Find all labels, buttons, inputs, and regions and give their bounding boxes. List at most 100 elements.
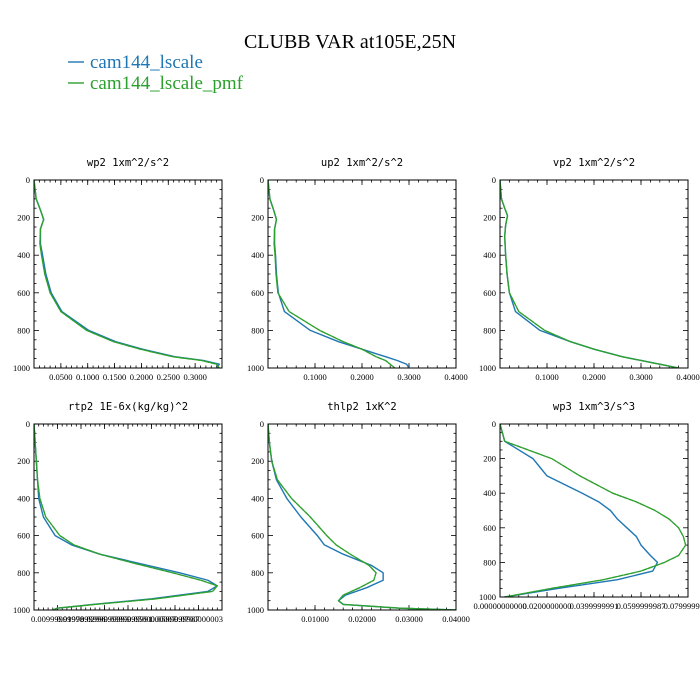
- y-tick-label: 400: [251, 250, 264, 260]
- y-tick-label: 800: [483, 325, 496, 335]
- series-line-cam144_lscale_pmf: [34, 180, 221, 368]
- y-tick-label: 800: [17, 568, 30, 578]
- x-tick-label: 0.0200000000: [523, 601, 572, 611]
- y-tick-label: 1000: [479, 363, 496, 373]
- y-tick-label: 200: [483, 213, 496, 223]
- series-line-cam144_lscale_pmf: [34, 424, 218, 610]
- legend-label-lscale-pmf: cam144_lscale_pmf: [90, 73, 244, 94]
- y-tick-label: 400: [17, 250, 30, 260]
- y-tick-label: 1000: [479, 592, 496, 602]
- x-tick-label: 0.2500: [157, 372, 180, 382]
- y-tick-label: 1000: [13, 605, 30, 615]
- panel-title: wp2 1xm^2/s^2: [87, 157, 169, 169]
- plot-frame: [33, 423, 223, 611]
- series-line-cam144_lscale: [500, 424, 659, 597]
- series-line-cam144_lscale_pmf: [500, 180, 680, 368]
- x-tick-label: 0.04000: [442, 614, 470, 624]
- y-tick-label: 1000: [13, 363, 30, 373]
- panel-title: vp2 1xm^2/s^2: [553, 157, 635, 169]
- y-tick-label: 400: [251, 493, 264, 503]
- series-line-cam144_lscale_pmf: [268, 180, 396, 368]
- y-tick-label: 800: [251, 325, 264, 335]
- y-tick-label: 200: [17, 456, 30, 466]
- x-tick-label: 0.1000: [535, 372, 558, 382]
- figure-title: CLUBB VAR at105E,25N: [244, 31, 456, 53]
- series-line-cam144_lscale: [34, 424, 218, 610]
- y-tick-label: 0: [26, 419, 30, 429]
- series-line-cam144_lscale: [34, 180, 221, 368]
- legend-label-lscale: cam144_lscale: [90, 52, 203, 73]
- series-line-cam144_lscale_pmf: [500, 424, 687, 597]
- y-tick-label: 800: [251, 568, 264, 578]
- y-tick-label: 0: [492, 175, 496, 185]
- plot-frame: [499, 423, 689, 598]
- x-tick-label: 0.3000: [183, 372, 206, 382]
- y-tick-label: 800: [17, 325, 30, 335]
- x-tick-label: 0.0799999980: [664, 601, 700, 611]
- panel-4: rtp2 1E-6x(kg/kg)^2 0 200 400 600 800 10000.00…: [13, 401, 223, 624]
- x-tick-label: 0.0299999993: [80, 614, 129, 624]
- y-tick-label: 800: [483, 557, 496, 567]
- x-tick-label: 0.1500: [103, 372, 126, 382]
- x-tick-label: 0.0399999991: [104, 614, 153, 624]
- x-tick-label: 0.4000: [444, 372, 467, 382]
- x-tick-label: 0.2000: [350, 372, 373, 382]
- x-tick-label: 0.2000: [582, 372, 605, 382]
- y-tick-label: 600: [483, 288, 496, 298]
- x-tick-label: 0.0399999991: [570, 601, 619, 611]
- x-tick-label: 0.03000: [395, 614, 423, 624]
- x-tick-label: 0.0599999987: [151, 614, 200, 624]
- plot-frame: [267, 179, 457, 369]
- y-tick-label: 200: [251, 213, 264, 223]
- series-line-cam144_lscale_pmf: [268, 424, 456, 610]
- y-tick-label: 600: [17, 531, 30, 541]
- y-tick-label: 400: [17, 493, 30, 503]
- x-tick-label: 0.00999999978: [31, 614, 84, 624]
- y-tick-label: 0: [492, 419, 496, 429]
- x-tick-label: 0.01000: [301, 614, 329, 624]
- y-tick-label: 400: [483, 488, 496, 498]
- x-tick-label: 0.0599999987: [617, 601, 666, 611]
- y-tick-label: 0: [26, 175, 30, 185]
- plot-frame: [267, 423, 457, 611]
- y-tick-label: 200: [251, 456, 264, 466]
- series-line-cam144_lscale: [500, 180, 680, 368]
- legend: cam144_lscale cam144_lscale_pmf: [68, 52, 244, 94]
- x-tick-label: 0.0500: [49, 372, 72, 382]
- x-tick-label: 0.00000000000: [473, 601, 526, 611]
- y-tick-label: 200: [17, 213, 30, 223]
- x-tick-label: 0.3000: [629, 372, 652, 382]
- x-tick-label: 0.3000: [397, 372, 420, 382]
- y-tick-label: 600: [251, 288, 264, 298]
- y-tick-label: 0: [260, 175, 264, 185]
- panel-2: up2 1xm^2/s^2 0 200 400 600 800 1000 0.1000 0.20…: [247, 157, 468, 382]
- x-tick-label: 0.0199999996: [57, 614, 106, 624]
- panel-6: wp3 1xm^3/s^3 0 200 400 600 800 10000.00000000…: [473, 401, 700, 611]
- plot-frame: [33, 179, 223, 369]
- x-tick-label: 0.0500000007: [127, 614, 176, 624]
- y-tick-label: 1000: [247, 605, 264, 615]
- plot-frame: [499, 179, 689, 369]
- y-tick-label: 200: [483, 454, 496, 464]
- x-tick-label: 0.1000: [76, 372, 99, 382]
- panels: wp2 1xm^2/s^2 0 200 400 600 800 1000 0.0500 0.10…: [13, 157, 700, 624]
- panel-title: wp3 1xm^3/s^3: [553, 401, 635, 413]
- x-tick-label: 0.4000: [676, 372, 699, 382]
- x-tick-label: 0.1000: [303, 372, 326, 382]
- x-tick-label: 0.0700000003: [174, 614, 223, 624]
- panel-3: vp2 1xm^2/s^2 0 200 400 600 800 1000 0.1000 0.20…: [479, 157, 700, 382]
- y-tick-label: 1000: [247, 363, 264, 373]
- y-tick-label: 600: [251, 531, 264, 541]
- x-tick-label: 0.02000: [348, 614, 376, 624]
- y-tick-label: 600: [483, 523, 496, 533]
- panel-title: up2 1xm^2/s^2: [321, 157, 403, 169]
- x-tick-label: 0.2000: [130, 372, 153, 382]
- panel-5: thlp2 1xK^2 0 200 400 600 800 1000 0.01000 0.020…: [247, 401, 470, 624]
- series-line-cam144_lscale: [268, 424, 456, 610]
- panel-title: rtp2 1E-6x(kg/kg)^2: [68, 401, 188, 413]
- panel-title: thlp2 1xK^2: [327, 401, 397, 413]
- panel-1: wp2 1xm^2/s^2 0 200 400 600 800 1000 0.0500 0.10…: [13, 157, 223, 382]
- y-tick-label: 400: [483, 250, 496, 260]
- y-tick-label: 0: [260, 419, 264, 429]
